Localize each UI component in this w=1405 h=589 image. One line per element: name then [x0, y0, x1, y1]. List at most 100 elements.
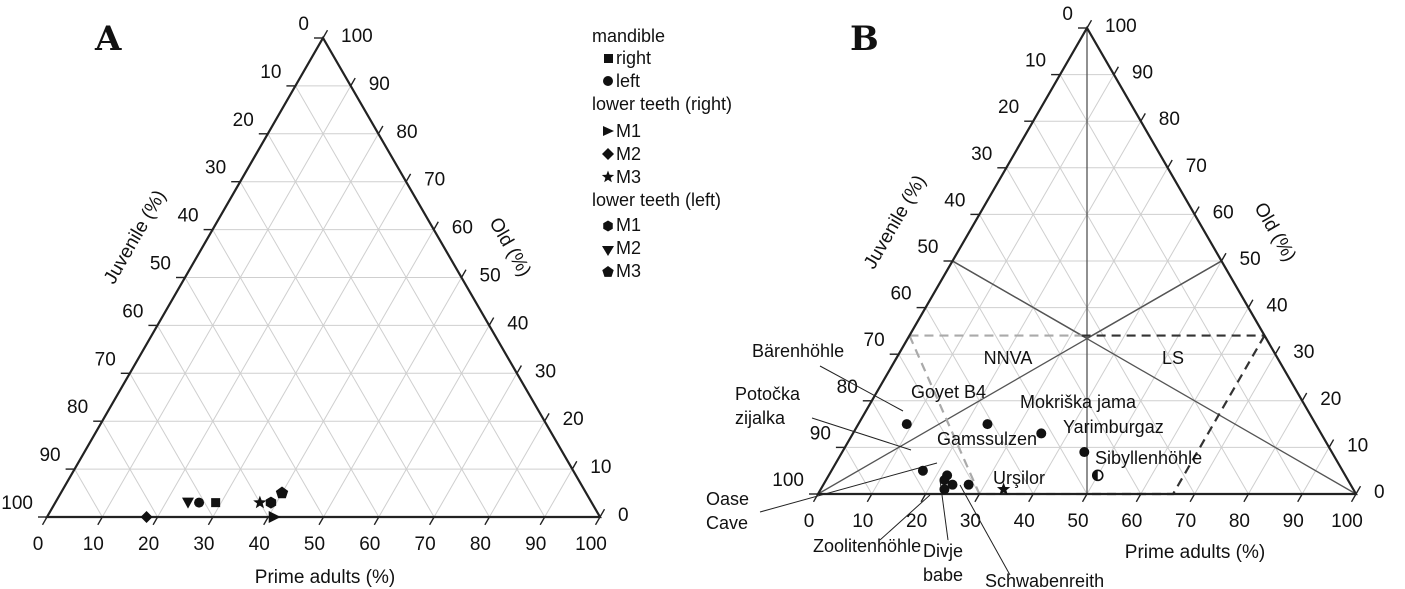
grid-line-juvenile: [184, 277, 324, 518]
tick-label-juvenile: 90: [39, 445, 60, 466]
tick-label-old: 100: [341, 26, 373, 47]
tick-prime: [318, 516, 325, 526]
site-label-sibyllenhohle: Sibyllenhöhle: [1095, 448, 1202, 468]
panel-letter-b: B: [850, 19, 879, 59]
zone-label-ls: LS: [1162, 348, 1184, 368]
tick-label-old: 90: [369, 74, 390, 95]
legend-symbol-triangle-down: [602, 246, 614, 256]
tick-label-old: 30: [1293, 342, 1314, 363]
axis-title-prime-b: Prime adults (%): [1125, 542, 1265, 563]
tick-prime: [428, 516, 435, 526]
tick-label-old: 90: [1132, 63, 1153, 84]
grid-line-prime: [488, 420, 546, 518]
tick-label-old: 70: [424, 170, 445, 191]
tick-prime: [920, 493, 927, 503]
legend-title-right-teeth: lower teeth (right): [592, 94, 732, 114]
tick-label-old: 80: [1159, 109, 1180, 130]
tick-label-prime: 10: [852, 511, 873, 532]
tick-label-old: 20: [563, 409, 584, 430]
tick-old: [488, 317, 495, 326]
tick-label-prime: 30: [960, 511, 981, 532]
tick-label-juvenile: 20: [233, 110, 254, 131]
tick-prime: [539, 516, 546, 526]
grid-line-juvenile: [294, 85, 546, 518]
data-point-site: [1091, 469, 1104, 482]
legend-label-left-m3: M3: [616, 261, 641, 281]
tick-label-prime: 40: [1014, 511, 1035, 532]
site-label-zijalka: zijalka: [735, 408, 786, 428]
tick-label-juvenile: 30: [205, 158, 226, 179]
legend-symbol-star: [601, 170, 615, 183]
tick-prime: [152, 516, 159, 526]
data-point-site: [901, 419, 912, 430]
tick-old: [350, 77, 356, 87]
guide-center-left: [952, 260, 1088, 339]
leader-zoolitenhohle: [879, 494, 931, 541]
legend-symbol-hexagon: [603, 220, 613, 232]
tick-label-juvenile: 50: [150, 254, 171, 275]
tick-label-juvenile: 80: [837, 377, 858, 398]
tick-old: [571, 460, 578, 470]
grid-line-juvenile: [101, 420, 159, 518]
site-label-yarimburgaz: Yarimburgaz: [1063, 417, 1164, 437]
site-label-schwabenreith: Schwabenreith: [985, 571, 1104, 589]
tick-label-juvenile: 20: [998, 97, 1019, 118]
legend-symbol-circle: [603, 76, 613, 86]
leader-lines: [759, 365, 1011, 576]
site-label-babe: babe: [923, 565, 963, 585]
site-label-oase: Oase: [706, 489, 749, 509]
grid-line-juvenile: [129, 373, 214, 518]
data-point-triangle-down: [182, 497, 194, 509]
tick-label-prime: 80: [470, 534, 491, 555]
tick-old: [433, 221, 439, 230]
tick-label-prime: 40: [249, 534, 270, 555]
legend: mandible right left lower teeth (right) …: [592, 26, 732, 281]
tick-label-juvenile: 10: [260, 62, 281, 83]
grid-a: [74, 85, 573, 518]
panel-a: A 0 0 0 10 10 10 20 20 20 30 30 30 40 40 40 50 50 50 60 60 6…: [1, 14, 628, 588]
tick-label-prime: 90: [525, 534, 546, 555]
tick-prime: [373, 516, 380, 526]
legend-title-mandible: mandible: [592, 26, 665, 46]
tick-label-juvenile: 80: [67, 397, 88, 418]
tick-label-prime: 50: [1067, 511, 1088, 532]
tick-label-juvenile: 70: [95, 349, 116, 370]
tick-label-old: 30: [535, 361, 556, 382]
points-b: [901, 419, 1104, 495]
tick-prime: [1028, 493, 1034, 503]
tick-prime: [1243, 493, 1250, 503]
tick-prime: [812, 493, 819, 503]
site-label-zoolitenhohle: Zoolitenhöhle: [813, 536, 921, 556]
leader-oase: [759, 462, 938, 513]
tick-label-prime: 0: [33, 534, 44, 555]
site-label-barenhohle: Bärenhöhle: [752, 341, 844, 361]
tick-old: [322, 29, 329, 39]
tick-prime: [866, 493, 873, 503]
legend-label-left-m1: M1: [616, 215, 641, 235]
guide-center-right: [1086, 260, 1222, 339]
tick-prime: [484, 516, 491, 526]
data-point-site: [982, 419, 993, 430]
data-point-pentagon: [275, 486, 289, 499]
legend-title-left-teeth: lower teeth (left): [592, 190, 721, 210]
data-point-site: [939, 475, 950, 486]
tick-label-juvenile: 90: [810, 423, 831, 444]
tick-prime: [1135, 493, 1142, 503]
data-point-circle: [194, 497, 205, 508]
tick-label-old: 60: [452, 218, 473, 239]
tick-label-prime: 80: [1229, 511, 1250, 532]
tick-prime: [974, 493, 981, 503]
ticks-a: 0 0 0 10 10 10 20 20 20 30 30 30 40 40 40 50 50 50 60 60 60 7…: [1, 14, 628, 555]
legend-label-right-m1: M1: [616, 121, 641, 141]
legend-label-right: right: [616, 48, 651, 68]
tick-label-old: 100: [1105, 16, 1137, 37]
tick-label-old: 0: [618, 505, 629, 526]
tick-label-juvenile: 30: [971, 144, 992, 165]
tick-label-juvenile: 0: [298, 14, 309, 35]
tick-label-prime: 100: [1331, 511, 1363, 532]
tick-label-prime: 90: [1283, 511, 1304, 532]
tick-label-old: 10: [590, 457, 611, 478]
tick-label-old: 0: [1374, 482, 1385, 503]
tick-old: [516, 365, 523, 374]
